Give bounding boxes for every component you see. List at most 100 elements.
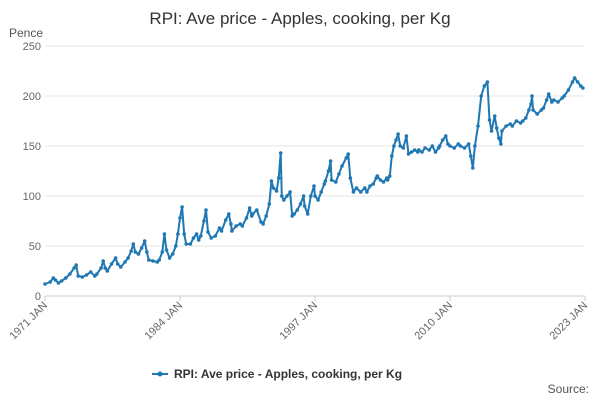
data-point[interactable]	[99, 266, 103, 270]
data-point[interactable]	[229, 222, 233, 226]
data-point[interactable]	[531, 108, 535, 112]
data-point[interactable]	[254, 208, 259, 212]
data-point[interactable]	[535, 112, 539, 116]
data-point[interactable]	[160, 250, 165, 254]
data-point[interactable]	[462, 146, 467, 150]
data-point[interactable]	[514, 119, 519, 123]
data-point[interactable]	[295, 208, 300, 212]
data-point[interactable]	[142, 239, 147, 243]
data-point[interactable]	[485, 80, 490, 84]
data-point[interactable]	[196, 238, 201, 242]
data-point[interactable]	[288, 190, 292, 194]
data-point[interactable]	[139, 246, 144, 250]
data-point[interactable]	[202, 219, 206, 223]
data-point[interactable]	[48, 280, 52, 284]
data-point[interactable]	[274, 189, 279, 193]
data-point[interactable]	[191, 236, 196, 240]
data-point[interactable]	[184, 242, 188, 246]
data-point[interactable]	[430, 144, 435, 148]
data-point[interactable]	[494, 126, 499, 130]
data-point[interactable]	[530, 94, 534, 98]
data-point[interactable]	[520, 119, 525, 123]
data-point[interactable]	[444, 134, 448, 138]
data-point[interactable]	[123, 260, 127, 264]
data-point[interactable]	[404, 134, 409, 138]
data-point[interactable]	[452, 146, 457, 150]
data-point[interactable]	[378, 178, 383, 182]
data-point[interactable]	[392, 144, 396, 148]
data-point[interactable]	[59, 279, 64, 283]
data-point[interactable]	[394, 138, 398, 142]
data-point[interactable]	[278, 151, 283, 155]
data-point[interactable]	[423, 146, 427, 150]
data-point[interactable]	[340, 164, 344, 168]
data-point[interactable]	[365, 190, 369, 194]
data-point[interactable]	[388, 174, 392, 178]
data-point[interactable]	[482, 84, 487, 88]
data-point[interactable]	[575, 80, 580, 84]
data-point[interactable]	[437, 144, 442, 148]
data-point[interactable]	[250, 212, 255, 216]
data-point[interactable]	[76, 274, 80, 278]
data-point[interactable]	[147, 258, 151, 262]
data-point[interactable]	[328, 159, 333, 163]
data-point[interactable]	[162, 232, 167, 236]
data-point[interactable]	[479, 94, 484, 98]
data-point[interactable]	[285, 194, 289, 198]
data-point[interactable]	[240, 224, 245, 228]
data-point[interactable]	[385, 178, 390, 182]
data-point[interactable]	[313, 194, 317, 198]
data-point[interactable]	[566, 88, 571, 92]
data-point[interactable]	[346, 152, 351, 156]
data-point[interactable]	[497, 136, 501, 140]
data-point[interactable]	[371, 182, 376, 186]
data-point[interactable]	[105, 269, 110, 273]
data-point[interactable]	[499, 142, 503, 146]
data-point[interactable]	[326, 169, 331, 173]
data-point[interactable]	[206, 230, 210, 234]
data-point[interactable]	[556, 100, 560, 104]
data-point[interactable]	[204, 208, 208, 212]
data-point[interactable]	[131, 242, 136, 246]
data-point[interactable]	[182, 232, 186, 236]
data-point[interactable]	[458, 144, 463, 148]
data-point[interactable]	[157, 258, 161, 262]
data-point[interactable]	[541, 106, 546, 110]
data-point[interactable]	[401, 146, 406, 150]
data-point[interactable]	[269, 179, 274, 183]
data-point[interactable]	[247, 206, 252, 210]
data-point[interactable]	[84, 273, 89, 277]
data-point[interactable]	[164, 248, 169, 252]
data-point[interactable]	[409, 150, 414, 154]
data-point[interactable]	[292, 212, 297, 216]
data-point[interactable]	[113, 256, 118, 260]
data-point[interactable]	[219, 229, 224, 233]
data-point[interactable]	[524, 116, 528, 120]
data-point[interactable]	[188, 242, 193, 246]
data-point[interactable]	[466, 142, 471, 146]
data-point[interactable]	[319, 190, 324, 194]
data-point[interactable]	[473, 144, 477, 148]
data-point[interactable]	[546, 92, 551, 96]
data-point[interactable]	[230, 229, 234, 233]
data-point[interactable]	[109, 262, 114, 266]
legend[interactable]: RPI: Ave price - Apples, cooking, per Kg	[152, 367, 402, 381]
data-point[interactable]	[223, 218, 228, 222]
data-point[interactable]	[271, 186, 276, 190]
data-point[interactable]	[302, 204, 307, 208]
data-point[interactable]	[209, 236, 213, 240]
data-point[interactable]	[101, 259, 105, 263]
data-point[interactable]	[487, 118, 492, 122]
data-point[interactable]	[323, 179, 328, 183]
data-point[interactable]	[244, 216, 249, 220]
data-point[interactable]	[167, 256, 172, 260]
data-point[interactable]	[440, 138, 445, 142]
data-point[interactable]	[136, 252, 141, 256]
data-point[interactable]	[213, 234, 218, 238]
data-point[interactable]	[145, 250, 149, 254]
data-point[interactable]	[301, 194, 306, 198]
data-point[interactable]	[103, 266, 107, 270]
data-point[interactable]	[469, 154, 473, 158]
data-point[interactable]	[316, 198, 320, 202]
data-point[interactable]	[375, 174, 380, 178]
